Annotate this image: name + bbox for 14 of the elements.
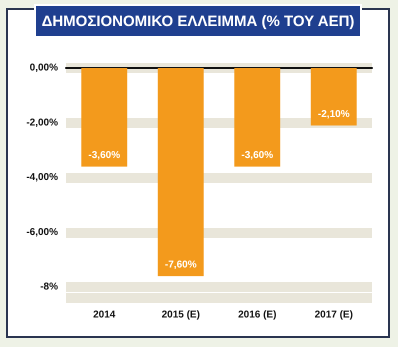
x-tick-label: 2016 (Ε) — [238, 310, 276, 320]
y-tick-label: -2,00% — [26, 117, 58, 128]
chart-title: ΔΗΜΟΣΙΟΝΟΜΙΚΟ ΕΛΛΕΙΜΜΑ (% ΤΟΥ ΑΕΠ) — [34, 4, 362, 38]
x-tick-label: 2014 — [93, 310, 116, 320]
data-label: -7,60% — [164, 260, 197, 271]
data-label: -3,60% — [241, 150, 274, 162]
y-tick-label: -8% — [40, 282, 58, 293]
y-tick-label: -6,00% — [26, 226, 58, 238]
x-tick-label: 2015 (Ε) — [162, 310, 200, 320]
data-label: -3,60% — [88, 150, 120, 162]
y-tick-label: 0,00% — [30, 62, 58, 74]
y-tick-label: -4,00% — [26, 172, 58, 184]
x-tick-label: 2017 (Ε) — [314, 310, 353, 320]
data-label: -2,10% — [318, 109, 350, 120]
